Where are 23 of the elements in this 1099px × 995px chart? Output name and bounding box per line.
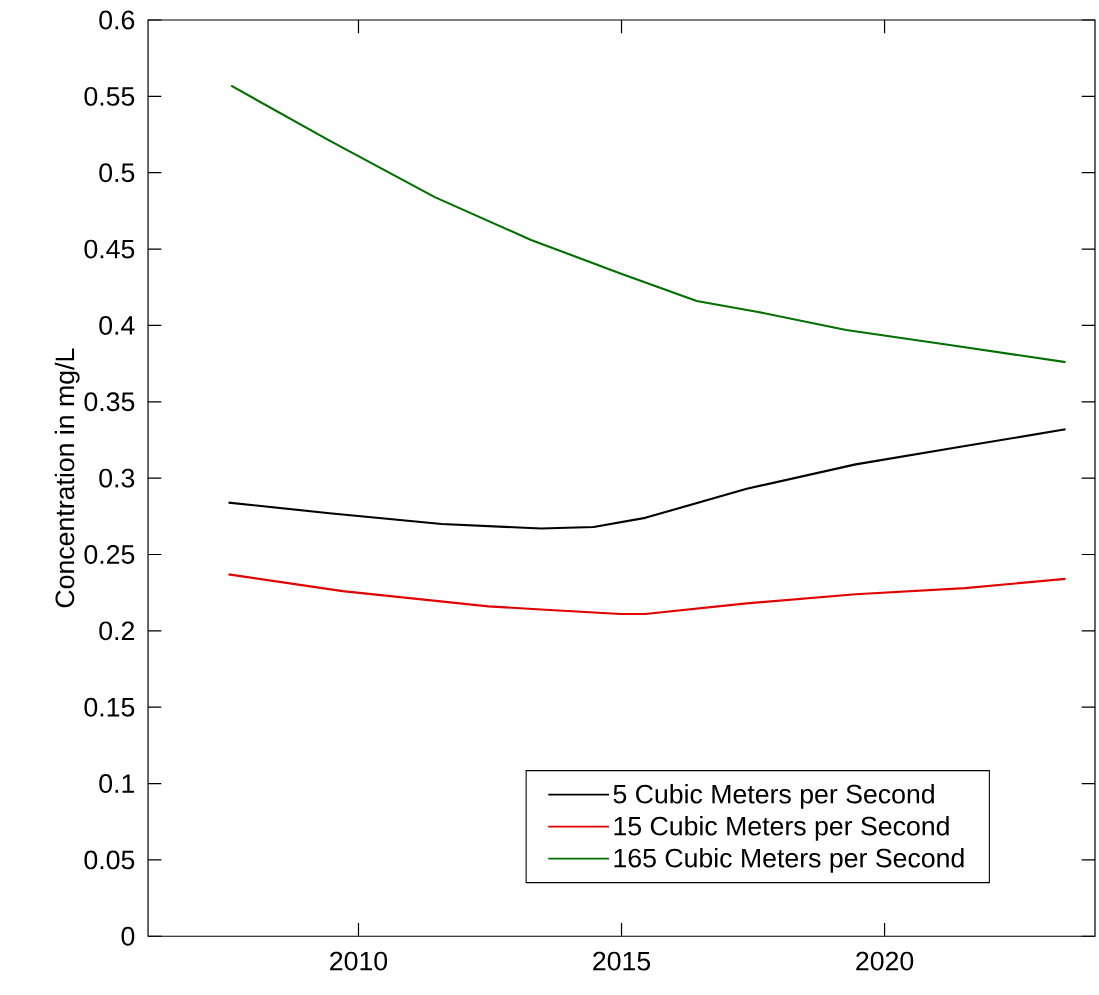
y-tick-label: 0.6 [99,10,135,30]
legend-label: 165 Cubic Meters per Second [614,847,964,873]
legend-label: 5 Cubic Meters per Second [613,783,934,809]
y-tick-label: 0.15 [84,697,135,717]
line-series [230,84,1067,364]
x-tick-label: 2010 [330,951,388,971]
y-tick-label: 0.25 [84,545,135,564]
y-tick-label: 0.45 [84,239,135,259]
x-tick-label: 2020 [856,951,914,971]
legend-label: 15 Cubic Meters per Second [614,815,949,841]
y-tick-label: 0.4 [99,316,135,335]
line-series [227,573,1067,616]
y-tick-label: 0.2 [99,621,134,641]
y-tick-label: 0.35 [84,392,135,412]
y-tick-label: 0.05 [84,850,135,870]
y-tick-label: 0.3 [99,468,135,488]
y-tick-label: 0 [121,926,135,946]
y-tick-label: 0.1 [99,774,135,794]
y-tick-label: 0.5 [99,163,135,183]
y-tick-label: 0.55 [84,86,135,106]
x-tick-label: 2015 [593,951,651,971]
line-series [227,428,1067,530]
y-axis-title: Concentration in mg/L [54,348,80,608]
